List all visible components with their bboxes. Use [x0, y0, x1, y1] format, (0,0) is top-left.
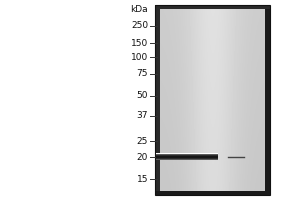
Text: 25: 25 — [136, 136, 148, 146]
Text: 15: 15 — [136, 174, 148, 184]
Bar — [155, 5, 270, 195]
Bar — [265, 5, 270, 195]
Bar — [155, 5, 160, 195]
Text: 20: 20 — [136, 152, 148, 162]
Text: 250: 250 — [131, 21, 148, 30]
Text: 150: 150 — [131, 38, 148, 47]
Text: 37: 37 — [136, 112, 148, 120]
Text: 75: 75 — [136, 70, 148, 78]
Text: kDa: kDa — [130, 5, 148, 15]
Bar — [155, 5, 270, 9]
Bar — [155, 191, 270, 195]
Text: 100: 100 — [131, 52, 148, 62]
Text: 50: 50 — [136, 92, 148, 100]
